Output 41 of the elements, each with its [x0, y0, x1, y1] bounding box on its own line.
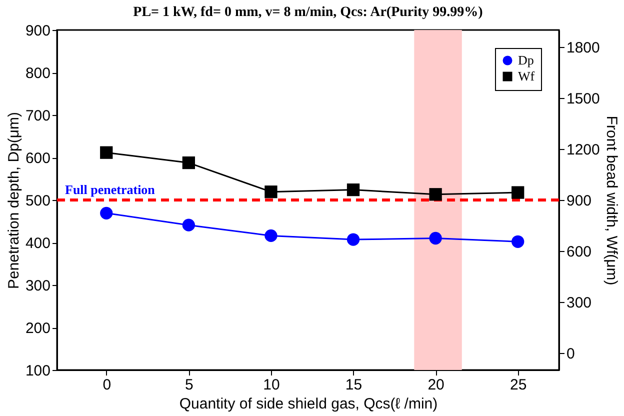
y-tick-label: 900	[25, 22, 50, 40]
x-tick-label: 10	[263, 376, 280, 394]
x-tick-label: 20	[428, 376, 444, 394]
y-axis-title: Penetration depth, Dp(μm)	[5, 112, 22, 290]
y-tick-label: 600	[25, 150, 50, 167]
y-tick-label: 400	[25, 235, 50, 252]
y-tick-label: 100	[25, 362, 50, 380]
y-tick-label: 300	[25, 278, 50, 294]
y2-axis-title: Front bead width, Wf(μm)	[602, 116, 620, 286]
point	[429, 188, 442, 201]
x-axis-title: Quantity of side shield gas, Qcs(ℓ /min)	[179, 396, 438, 412]
point	[264, 229, 278, 242]
legend-label: Wf	[518, 68, 536, 84]
y2-tick-label: 0	[566, 346, 575, 362]
x-tick-label: 25	[510, 376, 527, 394]
legend-label: Dp	[518, 52, 534, 68]
chart-title: PL= 1 kW, fd= 0 mm, v= 8 m/min, Qcs: Ar(Purity 99.99%)	[133, 5, 484, 20]
y2-tick-label: 600	[566, 244, 592, 260]
y2-tick-label: 1500	[566, 90, 600, 108]
y2-tick-label: 1200	[566, 142, 600, 158]
point	[264, 186, 278, 198]
y-tick-label: 700	[25, 108, 50, 124]
y2-tick-label: 1800	[566, 40, 600, 56]
point	[182, 156, 195, 170]
point	[346, 183, 360, 196]
y2-tick-label: 300	[566, 294, 592, 312]
ref-line-label: Full penetration	[65, 182, 156, 197]
point	[512, 235, 524, 248]
point	[100, 206, 113, 220]
point	[512, 186, 524, 199]
y-tick-label: 200	[25, 320, 50, 337]
y-tick-label: 800	[25, 65, 50, 82]
y-tick-label: 500	[25, 192, 50, 210]
point	[346, 233, 360, 246]
point	[100, 146, 113, 159]
x-tick-label: 15	[345, 376, 362, 394]
x-tick-label: 5	[185, 376, 194, 394]
y2-tick-label: 900	[566, 192, 592, 210]
x-tick-label: 0	[102, 376, 112, 394]
point	[182, 218, 195, 232]
point	[429, 232, 442, 245]
